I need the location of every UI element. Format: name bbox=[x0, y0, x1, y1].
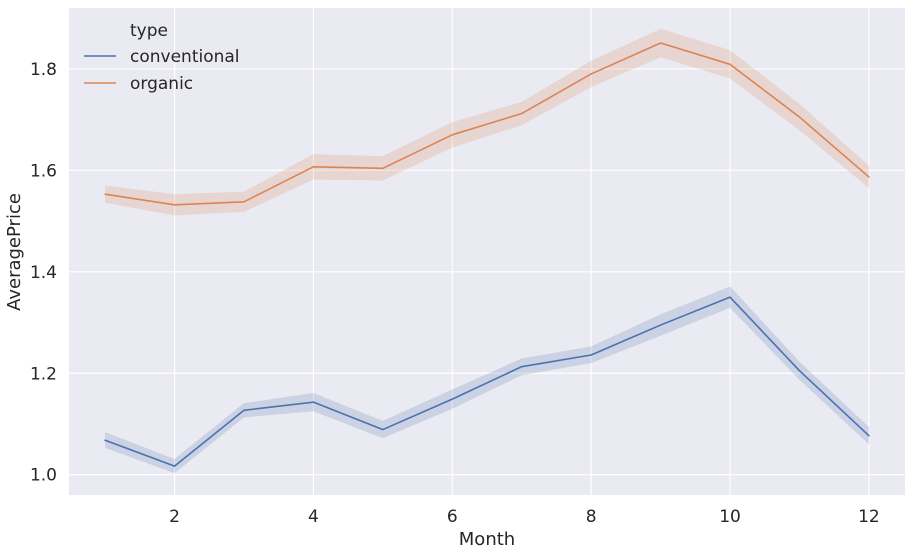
data-point-conventional bbox=[729, 296, 731, 298]
x-tick-label: 4 bbox=[308, 507, 319, 527]
y-tick-label: 1.2 bbox=[30, 364, 57, 384]
x-axis-label: Month bbox=[459, 529, 515, 550]
data-point-conventional bbox=[868, 434, 870, 437]
legend: type conventional organic bbox=[84, 21, 240, 94]
x-tick-label: 6 bbox=[447, 507, 458, 527]
series-line-organic bbox=[104, 42, 870, 206]
legend-title: type bbox=[130, 21, 168, 41]
x-tick-label: 12 bbox=[858, 507, 880, 527]
data-point-organic bbox=[173, 204, 176, 206]
data-point-organic bbox=[243, 200, 245, 203]
data-point-conventional bbox=[243, 409, 245, 412]
data-point-organic bbox=[729, 63, 731, 66]
data-point-organic bbox=[382, 167, 384, 170]
data-point-organic bbox=[312, 165, 315, 168]
data-point-conventional bbox=[659, 324, 662, 326]
ci-band-conventional bbox=[105, 286, 869, 474]
data-point-conventional bbox=[590, 354, 592, 356]
y-axis-ticks: 1.0 1.2 1.4 1.6 1.8 bbox=[30, 60, 57, 486]
y-tick-label: 1.8 bbox=[30, 60, 57, 80]
data-point-conventional bbox=[382, 428, 384, 431]
data-point-conventional bbox=[104, 439, 106, 442]
x-axis-ticks: 2 4 6 8 10 12 bbox=[169, 507, 880, 527]
grid bbox=[69, 8, 905, 495]
y-axis-label: AveragePrice bbox=[4, 193, 25, 311]
y-tick-label: 1.0 bbox=[30, 466, 57, 486]
data-point-conventional bbox=[312, 401, 315, 403]
legend-label-organic: organic bbox=[130, 74, 193, 94]
data-point-organic bbox=[659, 42, 662, 44]
data-point-organic bbox=[104, 193, 106, 195]
ci-band-organic bbox=[105, 28, 869, 216]
x-tick-label: 2 bbox=[169, 507, 180, 527]
legend-label-conventional: conventional bbox=[130, 47, 240, 67]
data-point-organic bbox=[520, 112, 523, 115]
y-tick-label: 1.4 bbox=[30, 263, 57, 283]
series-line-conventional bbox=[104, 296, 870, 467]
series-lines bbox=[104, 42, 870, 467]
confidence-bands bbox=[105, 28, 869, 474]
plot-background bbox=[69, 8, 905, 495]
data-point-organic bbox=[798, 116, 801, 118]
data-point-conventional bbox=[798, 369, 801, 372]
data-point-conventional bbox=[173, 465, 176, 467]
x-tick-label: 10 bbox=[719, 507, 741, 527]
data-point-organic bbox=[451, 134, 454, 136]
data-point-organic bbox=[590, 73, 592, 75]
data-point-organic bbox=[868, 176, 870, 178]
x-tick-label: 8 bbox=[586, 507, 597, 527]
data-point-conventional bbox=[520, 365, 523, 368]
data-point-conventional bbox=[451, 398, 454, 400]
y-tick-label: 1.6 bbox=[30, 161, 57, 181]
